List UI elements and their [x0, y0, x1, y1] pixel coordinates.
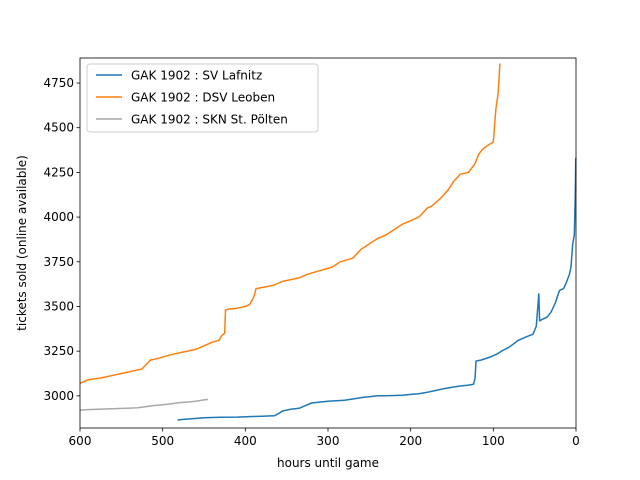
x-tick-label: 300 [317, 434, 340, 448]
legend-label-1: GAK 1902 : SV Lafnitz [131, 69, 262, 83]
x-tick-label: 100 [482, 434, 505, 448]
y-tick-label: 4000 [43, 210, 74, 224]
series-line-1 [177, 158, 577, 421]
series-line-2 [79, 63, 501, 384]
series-layer [79, 63, 577, 421]
legend-box [86, 63, 319, 133]
y-axis: 3000 3250 3500 3750 4000 4250 4500 4750 [43, 76, 80, 403]
y-tick-label: 4750 [43, 76, 74, 90]
y-tick-label: 3500 [43, 299, 74, 313]
legend-label-3: GAK 1902 : SKN St. Pölten [131, 113, 288, 127]
y-axis-label: tickets sold (online available) [15, 155, 29, 331]
y-tick-label: 3000 [43, 389, 74, 403]
y-tick-label: 4250 [43, 165, 74, 179]
x-tick-label: 200 [399, 434, 422, 448]
series-line-3 [79, 398, 209, 411]
legend-label-2: GAK 1902 : DSV Leoben [131, 91, 275, 105]
x-axis-label: hours until game [277, 456, 379, 470]
x-tick-label: 400 [234, 434, 257, 448]
legend: GAK 1902 : SV Lafnitz GAK 1902 : DSV Leob… [86, 63, 319, 133]
x-tick-label: 500 [151, 434, 174, 448]
y-tick-label: 3250 [43, 344, 74, 358]
x-tick-label: 0 [572, 434, 580, 448]
x-tick-label: 600 [69, 434, 92, 448]
y-tick-label: 3750 [43, 255, 74, 269]
y-tick-label: 4500 [43, 121, 74, 135]
x-axis: 600 500 400 300 200 100 0 [69, 428, 580, 448]
